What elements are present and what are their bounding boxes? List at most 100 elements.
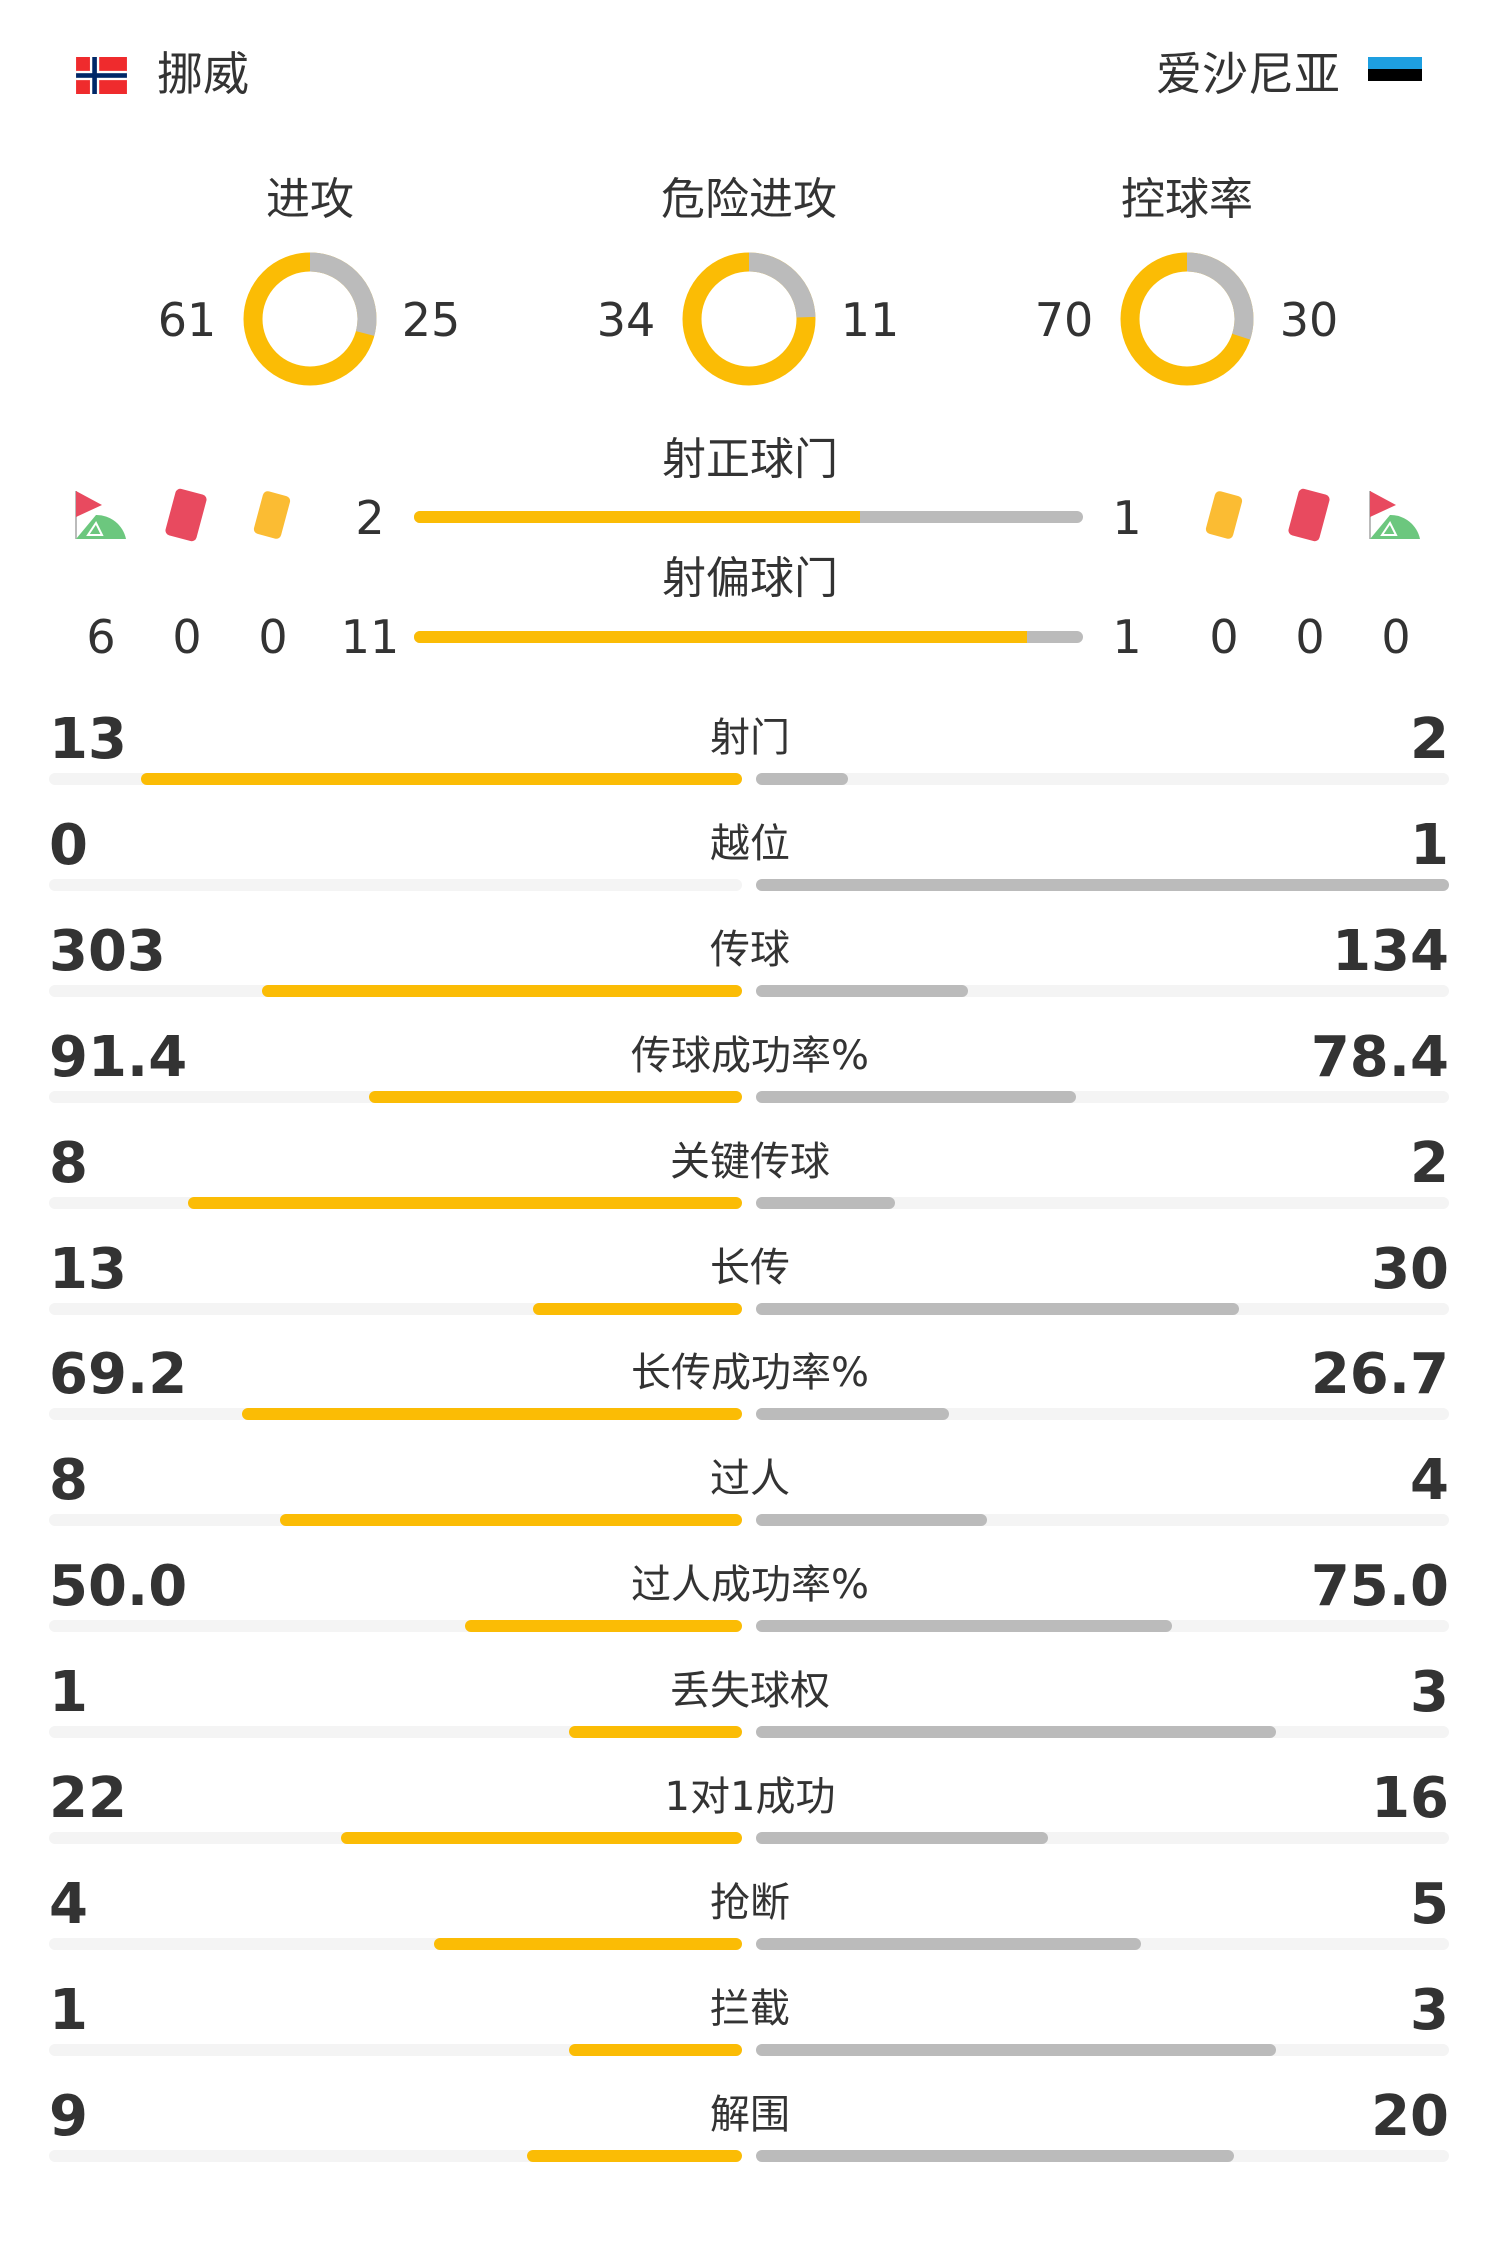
norway-flag-icon: [76, 57, 127, 94]
stat-home-track: [49, 1620, 742, 1633]
stat-label: 过人: [710, 1456, 790, 1503]
stat-label: 1对1成功: [664, 1774, 836, 1820]
stat-home-track: [49, 984, 742, 997]
donut-away-arc: [1120, 252, 1254, 386]
stat-away-track: [756, 1196, 1449, 1209]
off-target-away: 1: [1112, 610, 1142, 664]
stat-home-value: 303: [49, 918, 166, 984]
stat-away-track: [756, 1090, 1449, 1103]
stat-label: 抢断: [710, 1879, 790, 1926]
stat-home-track: [49, 1408, 742, 1421]
stat-home-bar: [280, 1514, 742, 1527]
stat-home-bar: [434, 1937, 742, 1950]
stat-away-bar: [756, 2043, 1276, 2056]
stat-away-bar: [756, 2149, 1234, 2162]
home-yellow-cards: 0: [258, 610, 288, 664]
stat-label: 关键传球: [670, 1138, 830, 1185]
donut-chart-attacks: [243, 252, 377, 386]
on-target-home: 2: [355, 491, 385, 545]
donut-chart-possession: [1120, 252, 1254, 386]
stat-home-value: 8: [49, 1448, 88, 1514]
stat-away-bar: [756, 1832, 1048, 1844]
stat-home-bar: [187, 1196, 742, 1209]
stat-away-track: [756, 1514, 1449, 1527]
stat-away-value: 2: [1410, 707, 1449, 772]
stat-away-bar: [756, 773, 849, 785]
stat-home-track: [49, 773, 742, 785]
stat-away-track: [756, 1620, 1449, 1633]
stat-home-track: [49, 1302, 742, 1315]
stat-away-track: [756, 1408, 1449, 1421]
stat-home-bar: [568, 2043, 742, 2056]
corner-flag-icon: [75, 491, 126, 539]
on-target-label: 射正球门: [662, 434, 838, 485]
stat-away-bar: [756, 1937, 1141, 1950]
stat-home-value: 22: [49, 1766, 127, 1831]
stat-away-bar: [756, 1514, 987, 1527]
home-corners: 6: [86, 610, 116, 664]
donut-title-possession: 控球率: [1121, 174, 1253, 225]
stat-home-bar: [340, 1832, 742, 1844]
stat-label: 解围: [710, 2091, 790, 2138]
stat-label: 丢失球权: [670, 1668, 830, 1715]
stat-home-bar: [368, 1090, 742, 1103]
stat-away-track: [756, 2043, 1449, 2056]
donut-title-dangerous-attacks: 危险进攻: [661, 174, 837, 225]
stat-away-track: [756, 878, 1449, 891]
away-yellow-cards: 0: [1209, 610, 1239, 664]
stat-home-track: [49, 1196, 742, 1209]
donut-away-dangerous-attacks: 11: [840, 293, 900, 347]
stat-home-value: 4: [49, 1871, 88, 1937]
stat-away-track: [756, 1302, 1449, 1315]
stat-away-value: 134: [1332, 918, 1449, 984]
stat-away-value: 75.0: [1310, 1554, 1449, 1620]
stat-home-value: 8: [49, 1130, 88, 1196]
stat-label: 射门: [710, 715, 790, 761]
stat-home-track: [49, 2043, 742, 2056]
stat-home-bar: [464, 1620, 742, 1633]
stat-away-value: 3: [1410, 1977, 1449, 2043]
estonia-flag-icon: [1368, 57, 1422, 93]
stat-home-value: 13: [49, 707, 127, 772]
stat-away-track: [756, 773, 1449, 785]
stat-home-bar: [241, 1408, 742, 1421]
stat-away-value: 78.4: [1310, 1024, 1449, 1090]
home-red-cards: 0: [172, 610, 202, 664]
stat-home-track: [49, 2149, 742, 2162]
stat-home-bar: [261, 984, 742, 997]
off-target-bar-fill: [414, 631, 1028, 643]
stat-home-track: [49, 1090, 742, 1103]
off-target-bar: [414, 631, 1083, 643]
stat-home-bar: [568, 1726, 742, 1739]
stat-away-value: 5: [1410, 1871, 1449, 1937]
on-target-bar: [414, 511, 1083, 523]
donut-home-dangerous-attacks: 34: [596, 293, 656, 347]
stat-away-track: [756, 2149, 1449, 2162]
stat-home-track: [49, 1726, 742, 1739]
stat-away-value: 20: [1371, 2083, 1449, 2149]
away-corners: 0: [1381, 610, 1411, 664]
stat-away-value: 26.7: [1310, 1342, 1449, 1408]
stat-label: 传球: [710, 926, 790, 973]
corner-flag-icon: [1369, 491, 1420, 539]
stat-home-bar: [526, 2149, 742, 2162]
stat-away-bar: [756, 1726, 1276, 1739]
stat-home-value: 50.0: [49, 1554, 188, 1620]
stat-away-value: 30: [1371, 1236, 1449, 1302]
stat-away-track: [756, 1937, 1449, 1950]
stat-label: 传球成功率%: [630, 1032, 869, 1079]
stat-away-bar: [756, 1196, 895, 1209]
stat-home-track: [49, 878, 742, 891]
on-target-away: 1: [1112, 491, 1142, 545]
on-target-bar-fill: [414, 511, 860, 523]
stat-home-value: 9: [49, 2083, 88, 2149]
stat-home-value: 1: [49, 1977, 88, 2043]
yellow-card-icon: [253, 491, 291, 539]
away-team-name: 爱沙尼亚: [1156, 47, 1340, 101]
donut-title-attacks: 进攻: [266, 174, 354, 225]
stat-away-bar: [756, 1408, 949, 1421]
donut-away-arc: [243, 252, 377, 386]
red-card-icon: [1288, 488, 1330, 542]
stat-home-value: 1: [49, 1660, 88, 1726]
stat-home-value: 0: [49, 812, 88, 878]
